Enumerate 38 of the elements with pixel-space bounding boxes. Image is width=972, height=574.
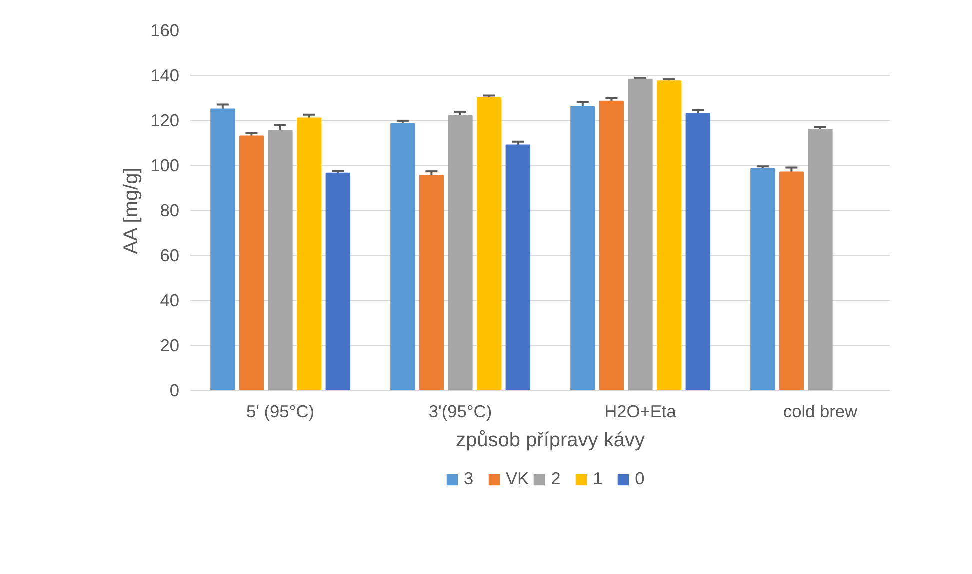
bar (448, 116, 473, 390)
x-tick-label: 5' (95°C) (246, 402, 315, 422)
bar (268, 130, 293, 390)
x-axis-title: způsob přípravy kávy (456, 430, 645, 452)
legend-label: 3 (464, 468, 475, 490)
y-tick-label: 160 (150, 20, 180, 40)
bar (628, 78, 653, 390)
bar (656, 80, 682, 390)
y-tick-label: 20 (160, 336, 180, 356)
bar (686, 113, 710, 390)
bar (570, 106, 596, 390)
y-tick-label: 80 (160, 200, 180, 220)
bar (390, 123, 416, 390)
bar (239, 136, 264, 390)
y-tick-label: 140 (150, 66, 180, 86)
bar (210, 108, 236, 390)
bar (779, 172, 804, 390)
y-tick-label: 40 (160, 290, 180, 310)
legend-label: 2 (551, 468, 562, 490)
y-tick-label: 60 (160, 246, 180, 266)
legend-label: 0 (635, 468, 646, 490)
y-axis-title: AA [mg/g] (120, 168, 143, 254)
y-tick-label: 100 (150, 156, 180, 176)
bar (506, 144, 530, 390)
bar (326, 172, 350, 390)
y-tick-label: 120 (150, 110, 180, 130)
bar (808, 129, 833, 390)
x-tick-label: cold brew (783, 402, 858, 422)
legend-label: 1 (593, 468, 604, 490)
bar (750, 168, 776, 390)
legend-label: VK (506, 468, 530, 490)
x-tick-label: H2O+Eta (604, 402, 677, 422)
x-tick-label: 3'(95°C) (428, 402, 492, 422)
y-tick-label: 0 (170, 380, 180, 400)
bar (599, 100, 624, 390)
bar (419, 175, 444, 390)
bar (296, 118, 322, 390)
bar (476, 98, 502, 390)
